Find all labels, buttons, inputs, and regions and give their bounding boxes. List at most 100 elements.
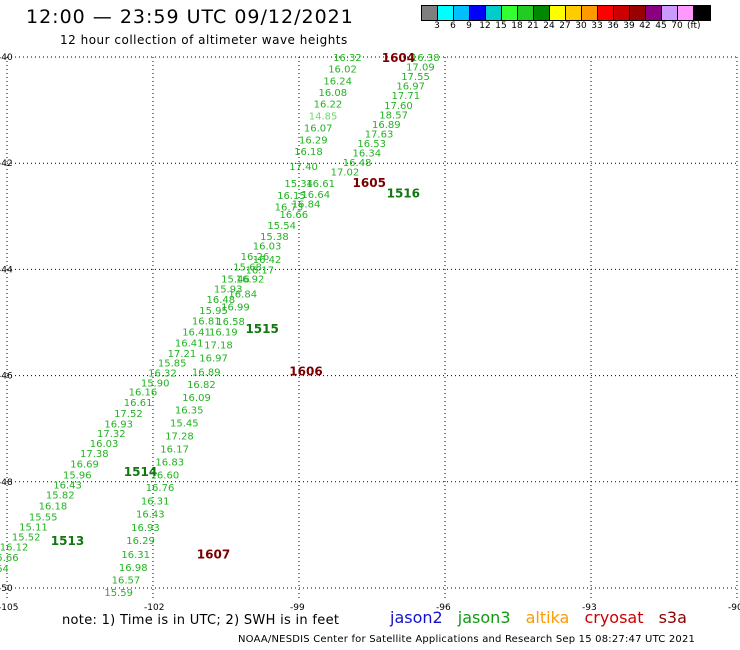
swh-value-label: 16.43 [53,480,82,491]
longitude-tick-label: -99 [290,603,305,613]
longitude-tick-label: -93 [582,603,597,613]
color-swatch [694,6,710,20]
swh-value-label: 16.93 [131,523,160,534]
pass-time-label: 1604 [382,51,415,65]
swh-value-label: 15.96 [63,470,92,481]
track-number-label: 1513 [51,534,84,548]
color-swatch [678,6,694,20]
swh-value-label: 16.31 [141,496,170,507]
swh-value-label: 15.95 [199,306,228,317]
swh-value-label: 17.21 [168,349,197,360]
color-scale-label: 30 [575,21,587,31]
satellite-legend: jason2 jason3 altika cryosat s3a [390,608,697,627]
swh-value-label: 16.81 [192,316,221,327]
swh-value-label: 16.61 [306,179,335,190]
swh-value-label: 16.15 [277,191,306,202]
swh-value-label: 16.61 [124,398,153,409]
pass-time-label: 1605 [353,176,386,190]
swh-value-label: 15.85 [158,358,187,369]
latitude-tick-label: -46 [0,372,13,382]
swh-value-label: 16.82 [187,380,216,391]
color-scale-units: (ft) [687,21,701,31]
swh-value-label: 17.40 [289,162,318,173]
swh-value-label: 16.29 [299,135,328,146]
swh-value-label: 17.28 [165,432,194,443]
swh-value-label: 17.38 [80,449,109,460]
swh-value-label: 18.57 [379,110,408,121]
swh-value-label: 17.18 [204,340,233,351]
longitude-tick-label: -102 [144,603,164,613]
color-scale-label: 15 [495,21,507,31]
swh-value-label: 16.53 [357,139,386,150]
swh-value-label: 16.48 [207,295,236,306]
swh-value-label: 17.63 [365,129,394,140]
swh-value-label: 16.41 [182,328,211,339]
longitude-tick-label: -105 [0,603,18,613]
swh-value-label: 15.93 [214,285,243,296]
swh-value-label: 15.68 [233,263,262,274]
swh-value-label: 15.38 [260,232,289,243]
page-title: 12:00 — 23:59 UTC 09/12/2021 [26,6,354,28]
swh-value-label: 15.54 [267,221,296,232]
color-scale-label: 3 [434,21,440,31]
swh-value-label: 16.98 [119,563,148,574]
swh-value-label: 16.32 [148,368,177,379]
color-swatch [630,6,646,20]
swh-value-label: 16.02 [328,65,357,76]
swh-value-label: 16.64 [301,190,330,201]
swh-value-label: 16.58 [216,317,245,328]
color-scale-label: 36 [607,21,619,31]
pass-time-label: 1606 [289,364,322,378]
latitude-tick-label: -48 [0,478,13,488]
swh-value-label: 15.90 [141,379,170,390]
color-swatch [662,6,678,20]
swh-value-label: 16.18 [294,147,323,158]
track-number-label: 1516 [387,186,420,200]
swh-value-label: 16.17 [160,444,189,455]
swh-value-label: 17.71 [391,91,420,102]
swh-value-label: 16.09 [182,393,211,404]
swh-value-label: 16.99 [221,303,250,314]
swh-value-label: 14.85 [309,111,338,122]
swh-value-label: 16.16 [129,388,158,399]
swh-value-label: 17.55 [401,72,430,83]
swh-value-label: 16.69 [70,460,99,471]
swh-value-label: 16.42 [253,255,282,266]
swh-value-label: 16.43 [136,510,165,521]
swh-value-label: 16.18 [39,502,68,513]
latitude-tick-label: -42 [0,159,13,169]
legend-jason2: jason2 [390,608,443,627]
color-swatch [582,6,598,20]
color-scale-label: 39 [623,21,635,31]
color-swatch [646,6,662,20]
swh-value-label: 16.03 [253,242,282,253]
swh-value-label: 16.24 [323,76,352,87]
swh-value-label: 16.03 [90,439,119,450]
swh-value-label: 15.82 [46,491,75,502]
note-text: note: 1) Time is in UTC; 2) SWH is in fe… [62,613,340,628]
track-number-label: 1514 [124,465,157,479]
color-swatch [422,6,438,20]
color-swatch [614,6,630,20]
swh-value-label: 15.34 [284,179,313,190]
color-swatch [566,6,582,20]
color-scale-label: 42 [639,21,651,31]
color-swatch [438,6,454,20]
swh-value-label: 15.64 [0,564,9,575]
swh-value-label: 16.84 [228,289,257,300]
color-scale-label: 70 [671,21,683,31]
color-scale-label: 12 [479,21,491,31]
page-subtitle: 12 hour collection of altimeter wave hei… [60,33,348,47]
color-swatch [486,6,502,20]
swh-value-label: 16.97 [199,354,228,365]
color-swatch [550,6,566,20]
longitude-tick-label: -90 [728,603,740,613]
color-scale-label: 24 [543,21,555,31]
swh-value-label: 16.84 [292,200,321,211]
swh-value-label: 16.32 [333,53,362,64]
swh-value-label: 15.46 [221,274,250,285]
color-scale-label: 33 [591,21,603,31]
swh-value-label: 15.52 [12,532,41,543]
swh-value-label: 16.07 [304,124,333,135]
swh-value-label: 16.89 [192,367,221,378]
